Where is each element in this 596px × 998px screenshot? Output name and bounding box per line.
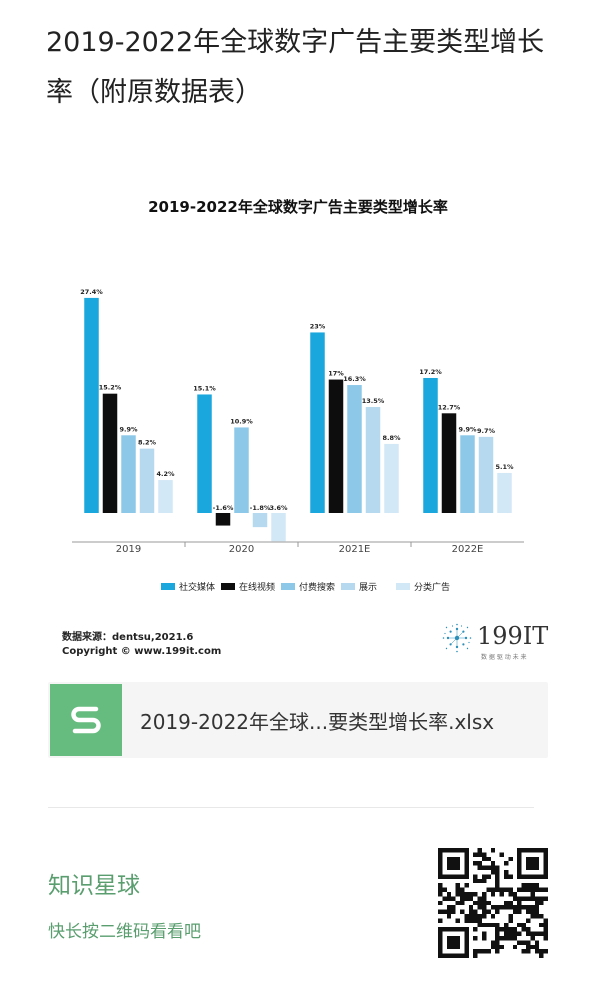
bar (271, 513, 286, 542)
bar (497, 472, 512, 513)
data-label: 27.4% (80, 288, 103, 296)
bar (328, 379, 344, 513)
bar (197, 394, 212, 513)
brand-logo: 199IT 数 据 驱 动 未 来 (441, 622, 548, 662)
chart-image: 2019-2022年全球数字广告主要类型增长率 27.4% 15.2% 9.9% 8.… (56, 180, 548, 670)
bar (384, 443, 399, 513)
brand-name: 199IT (477, 622, 549, 650)
legend-label: 社交媒体 (179, 581, 215, 593)
legend-swatch (341, 583, 355, 590)
dandelion-icon (442, 623, 472, 653)
x-tick-label: 2020 (229, 544, 254, 555)
chart-data-labels: 27.4%15.2%9.9%8.2%4.2%15.1%-1.6%10.9%-1.… (80, 288, 514, 512)
chart-title: 2019-2022年全球数字广告主要类型增长率 (148, 198, 448, 216)
legend-swatch (281, 583, 295, 590)
legend-label: 展示 (359, 582, 377, 593)
legend-label: 付费搜索 (299, 581, 335, 593)
data-label: 13.5% (362, 397, 385, 405)
bar (347, 385, 362, 513)
x-tick-label: 2019 (116, 544, 141, 555)
bar (139, 448, 155, 513)
data-label: 16.3% (343, 375, 366, 383)
chart-legend: 社交媒体 在线视频 付费搜索 展示 分类广告 (161, 581, 450, 593)
data-label: 10.9% (230, 417, 253, 425)
legend-swatch (221, 583, 235, 590)
data-label: 23% (310, 322, 326, 330)
data-label: 8.8% (382, 434, 401, 442)
bar (423, 377, 438, 513)
qr-code[interactable] (438, 848, 548, 958)
bar (365, 407, 381, 513)
spreadsheet-s-icon (50, 684, 122, 756)
bar (121, 435, 136, 513)
chart-bars (84, 297, 512, 542)
bar (441, 413, 457, 513)
legend-swatch (396, 583, 410, 590)
data-label: 15.1% (193, 384, 216, 392)
chart-x-axis: 2019 2020 2021E 2022E (72, 541, 524, 555)
x-tick-label: 2022E (452, 544, 484, 555)
data-label: 5.1% (495, 463, 514, 471)
legend-label: 分类广告 (414, 581, 450, 593)
bar (460, 435, 475, 513)
data-label: 12.7% (438, 403, 461, 411)
data-label: 9.9% (458, 425, 477, 433)
data-label: 17.2% (419, 368, 442, 376)
bar (234, 427, 249, 513)
bar (215, 513, 231, 526)
bar (84, 297, 99, 513)
attachment-card[interactable]: 2019-2022年全球...要类型增长率.xlsx (48, 682, 548, 758)
article-title: 2019-2022年全球数字广告主要类型增长率（附原数据表） (46, 27, 545, 108)
data-label: 8.2% (138, 439, 157, 447)
data-label: 3.6% (269, 504, 288, 512)
x-tick-label: 2021E (339, 544, 371, 555)
bar-chart: 2019-2022年全球数字广告主要类型增长率 27.4%15.2%9.9%8.… (72, 198, 524, 593)
planet-subtitle: 快长按二维码看看吧 (48, 922, 201, 942)
copyright: Copyright © www.199it.com (62, 646, 222, 657)
data-label: 9.9% (119, 425, 138, 433)
attachment-filename[interactable]: 2019-2022年全球...要类型增长率.xlsx (140, 710, 495, 734)
bar (158, 480, 173, 513)
data-source: 数据来源：dentsu,2021.6 (62, 632, 194, 643)
data-label: 9.7% (477, 427, 496, 435)
data-label: 17% (328, 370, 344, 378)
bar (252, 513, 268, 528)
bar (478, 436, 494, 513)
data-label: -1.6% (213, 504, 234, 512)
data-label: -1.8% (250, 504, 271, 512)
divider (48, 807, 534, 808)
planet-title: 知识星球 (48, 873, 140, 899)
data-label: 4.2% (156, 470, 175, 478)
legend-label: 在线视频 (239, 581, 275, 593)
brand-tagline: 数 据 驱 动 未 来 (481, 654, 527, 661)
bar (102, 393, 118, 513)
legend-swatch (161, 583, 175, 590)
data-label: 15.2% (99, 384, 122, 392)
bar (310, 332, 325, 513)
